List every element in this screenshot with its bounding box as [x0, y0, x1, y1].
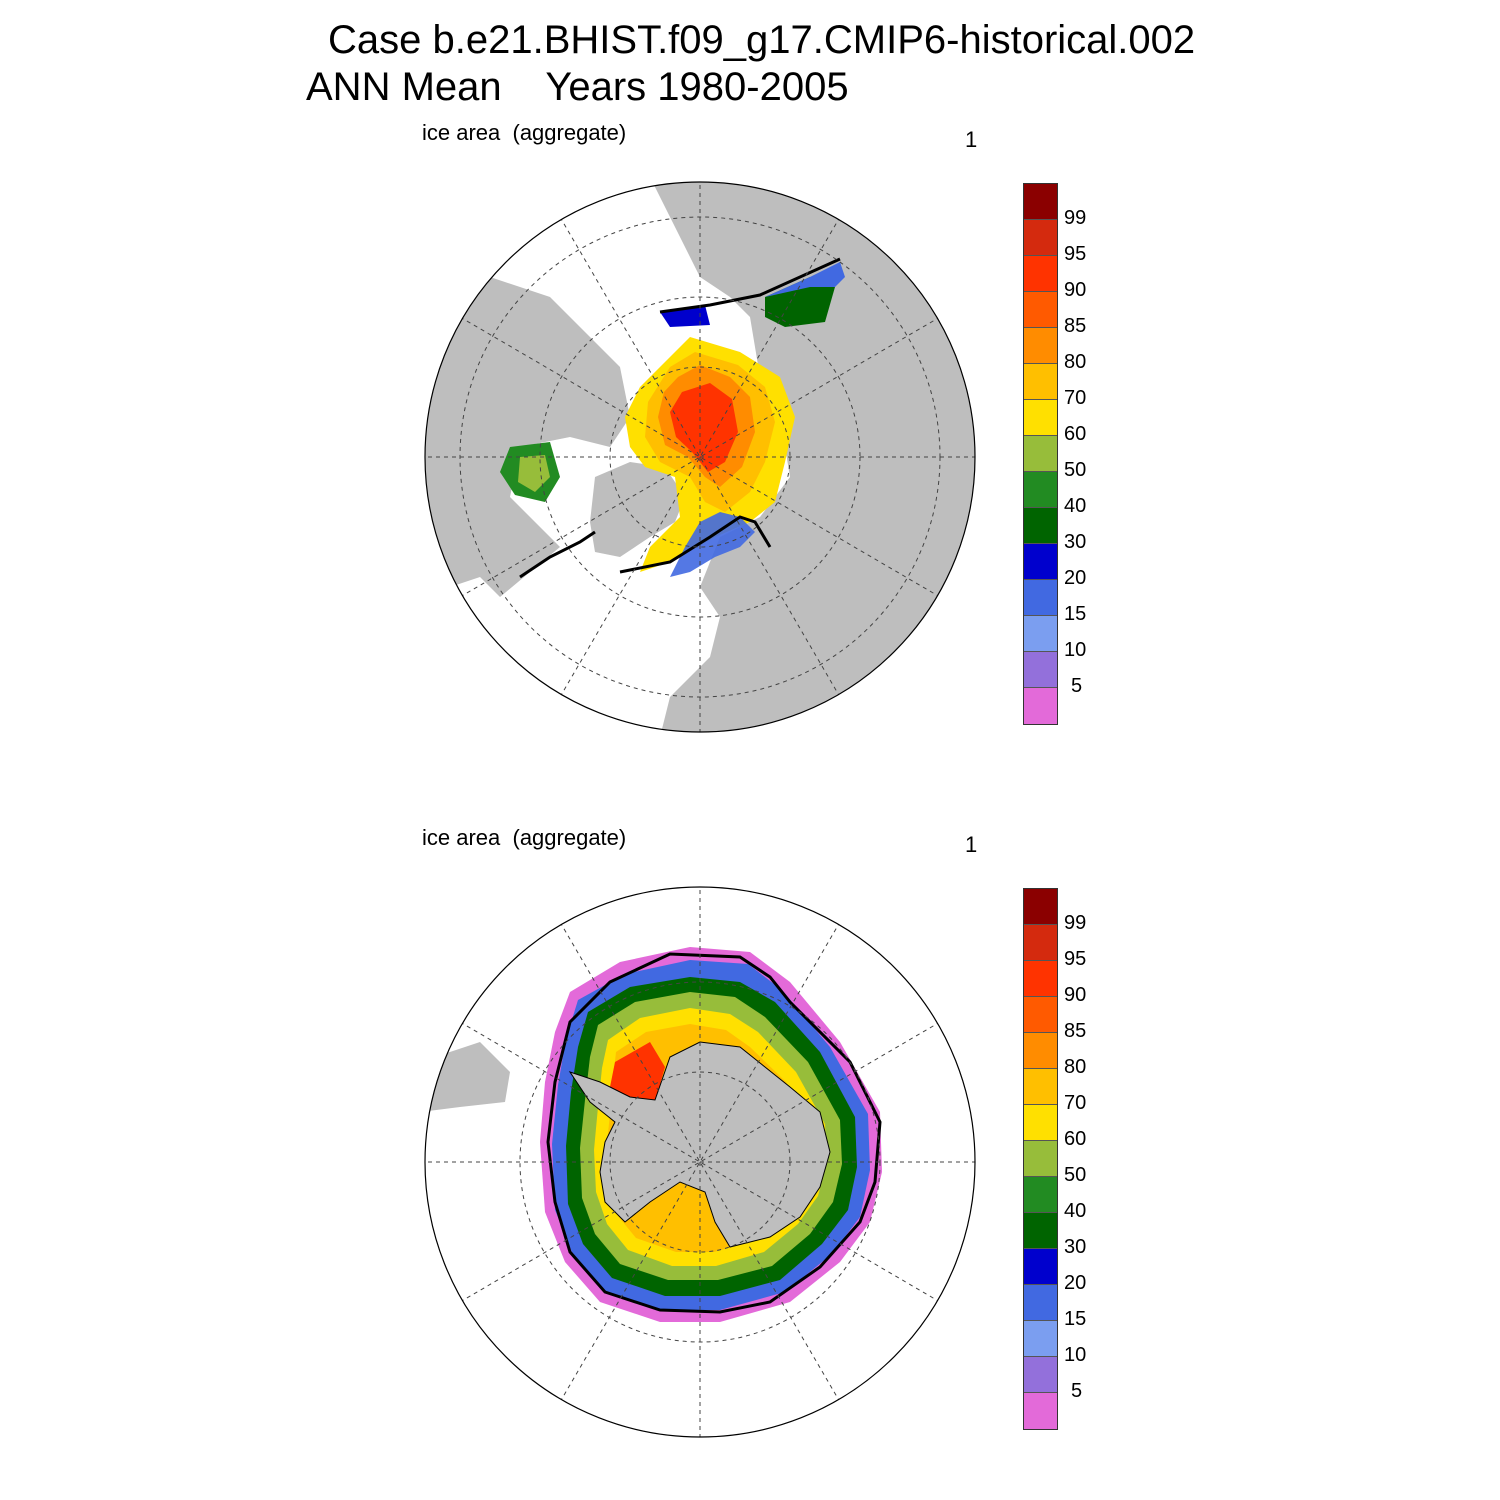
colorbar-swatch	[1024, 328, 1057, 364]
colorbar-swatch	[1024, 580, 1057, 616]
arctic-sea-ice-map	[424, 181, 976, 733]
colorbar-tick-label: 85	[1064, 1020, 1087, 1042]
colorbar-tick-label: 90	[1064, 984, 1087, 1006]
colorbar-swatch	[1024, 688, 1057, 724]
antarctic-sea-ice-map	[424, 886, 976, 1438]
colorbar-swatch	[1024, 997, 1057, 1033]
observed-ice-edge-contour	[519, 257, 841, 579]
colorbar-swatch	[1024, 1285, 1057, 1321]
colorbar-tick-label: 60	[1064, 1128, 1087, 1150]
colorbar-swatch	[1024, 1249, 1057, 1285]
weddell-sea-ice-core	[610, 1042, 665, 1107]
okhotsk-ice-edge	[765, 262, 845, 297]
observed-ice-edge-contour	[546, 952, 882, 1314]
north-america-land	[425, 277, 630, 597]
colorbar-swatch	[1024, 364, 1057, 400]
colorbar-swatch	[1024, 256, 1057, 292]
colorbar-swatch	[1024, 1393, 1057, 1429]
colorbar-swatch	[1024, 616, 1057, 652]
panel-2-variable-label: ice area (aggregate)	[422, 825, 627, 850]
arctic-ice-core	[670, 383, 738, 472]
colorbar-swatch	[1024, 1213, 1057, 1249]
figure-title-period: ANN Mean Years 1980-2005	[306, 65, 849, 109]
colorbar-tick-label: 10	[1064, 639, 1087, 661]
colorbar-tick-label: 95	[1064, 243, 1087, 265]
lat-lon-grid	[425, 887, 975, 1437]
colorbar-tick-label: 5	[1071, 1380, 1083, 1402]
colorbar-swatch	[1024, 220, 1057, 256]
colorbar-swatch	[1024, 1105, 1057, 1141]
colorbar-tick-label: 40	[1064, 495, 1087, 517]
colorbar-tick-label: 40	[1064, 1200, 1087, 1222]
panel-1-number: 1	[965, 127, 978, 152]
colorbar-tick-label: 20	[1064, 1272, 1087, 1294]
colorbar-swatch	[1024, 1321, 1057, 1357]
colorbar-tick-label: 80	[1064, 1056, 1087, 1078]
colorbar-swatch	[1024, 889, 1057, 925]
colorbar-swatch	[1024, 1177, 1057, 1213]
colorbar-tick-label: 5	[1071, 675, 1083, 697]
colorbar-swatch	[1024, 184, 1057, 220]
colorbar-swatch	[1024, 961, 1057, 997]
colorbar-tick-label: 99	[1064, 912, 1087, 934]
colorbar-bottom	[1023, 888, 1058, 1430]
colorbar-swatch	[1024, 925, 1057, 961]
lat-lon-grid	[425, 182, 975, 732]
colorbar-tick-label: 50	[1064, 459, 1087, 481]
colorbar-tick-label: 60	[1064, 423, 1087, 445]
colorbar-swatch	[1024, 508, 1057, 544]
colorbar-tick-label: 95	[1064, 948, 1087, 970]
colorbar-tick-label: 20	[1064, 567, 1087, 589]
greenland-land	[590, 462, 685, 557]
colorbar-tick-label: 70	[1064, 1092, 1087, 1114]
colorbar-swatch	[1024, 1033, 1057, 1069]
panel-1-variable-label: ice area (aggregate)	[422, 120, 627, 145]
colorbar-tick-label: 90	[1064, 279, 1087, 301]
colorbar-swatch	[1024, 544, 1057, 580]
colorbar-swatch	[1024, 292, 1057, 328]
figure-title-case: Case b.e21.BHIST.f09_g17.CMIP6-historica…	[328, 18, 1196, 62]
colorbar-tick-label: 15	[1064, 1308, 1087, 1330]
colorbar-tick-label: 70	[1064, 387, 1087, 409]
colorbar-tick-label: 15	[1064, 603, 1087, 625]
antarctica-land	[568, 1041, 831, 1248]
colorbar-tick-label: 30	[1064, 531, 1087, 553]
colorbar-swatch	[1024, 1069, 1057, 1105]
colorbar-tick-label: 99	[1064, 207, 1087, 229]
scandinavia-land	[715, 547, 765, 627]
colorbar-tick-label: 50	[1064, 1164, 1087, 1186]
colorbar-swatch	[1024, 1357, 1057, 1393]
colorbar-tick-label: 10	[1064, 1344, 1087, 1366]
colorbar-swatch	[1024, 472, 1057, 508]
colorbar-tick-label: 30	[1064, 1236, 1087, 1258]
colorbar-tick-label: 85	[1064, 315, 1087, 337]
colorbar-top	[1023, 183, 1058, 725]
colorbar-swatch	[1024, 436, 1057, 472]
colorbar-tick-label: 80	[1064, 351, 1087, 373]
panel-2-number: 1	[965, 832, 978, 857]
colorbar-swatch	[1024, 1141, 1057, 1177]
barents-ice-edge	[670, 512, 755, 577]
colorbar-swatch	[1024, 400, 1057, 436]
hudson-bay-ice-inner	[518, 455, 550, 492]
colorbar-swatch	[1024, 652, 1057, 688]
